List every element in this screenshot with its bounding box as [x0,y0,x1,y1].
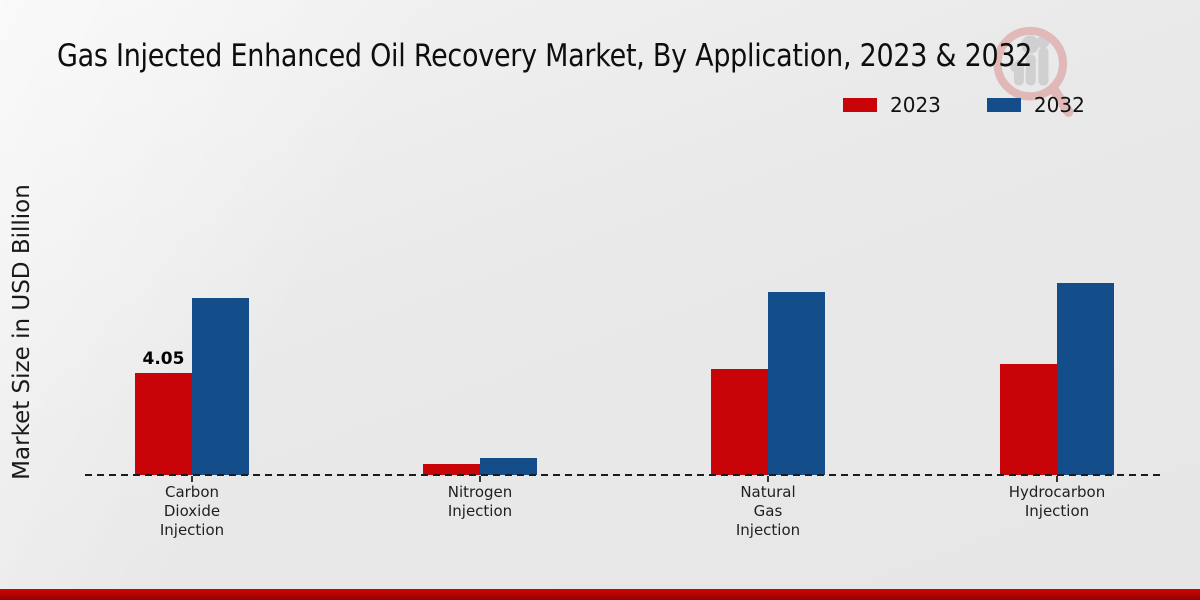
bar-2032-natural-gas-injection [768,291,825,475]
bar-2023-natural-gas-injection [711,369,768,475]
x-tick-label-hydrocarbon-injection: Hydrocarbon Injection [1008,483,1106,520]
x-tick-natural-gas-injection [767,476,769,482]
legend-swatch-2023 [843,98,877,112]
footer-accent-bar [0,589,1200,600]
chart-title: Gas Injected Enhanced Oil Recovery Marke… [57,38,1033,74]
x-tick-label-carbon-dioxide-injection: Carbon Dioxide Injection [159,483,225,539]
x-tick-carbon-dioxide-injection [191,476,193,482]
bar-2023-hydrocarbon-injection [1000,364,1057,475]
legend-item-2023: 2023 [843,93,941,117]
bar-2032-carbon-dioxide-injection [192,297,249,475]
bar-value-label-2023-carbon-dioxide-injection: 4.05 [142,348,185,369]
legend: 2023 2032 [843,93,1085,117]
x-tick-hydrocarbon-injection [1056,476,1058,482]
x-tick-nitrogen-injection [479,476,481,482]
bar-2023-nitrogen-injection [423,463,480,475]
legend-swatch-2032 [986,98,1021,112]
bar-2032-nitrogen-injection [480,457,537,475]
bar-2023-carbon-dioxide-injection [135,373,192,475]
legend-item-2032: 2032 [986,93,1085,117]
x-tick-label-natural-gas-injection: Natural Gas Injection [735,483,801,539]
x-axis-baseline [85,474,1165,476]
x-tick-label-nitrogen-injection: Nitrogen Injection [447,483,513,520]
legend-label-2023: 2023 [890,93,941,117]
legend-label-2032: 2032 [1033,93,1085,117]
bar-2032-hydrocarbon-injection [1057,283,1114,475]
